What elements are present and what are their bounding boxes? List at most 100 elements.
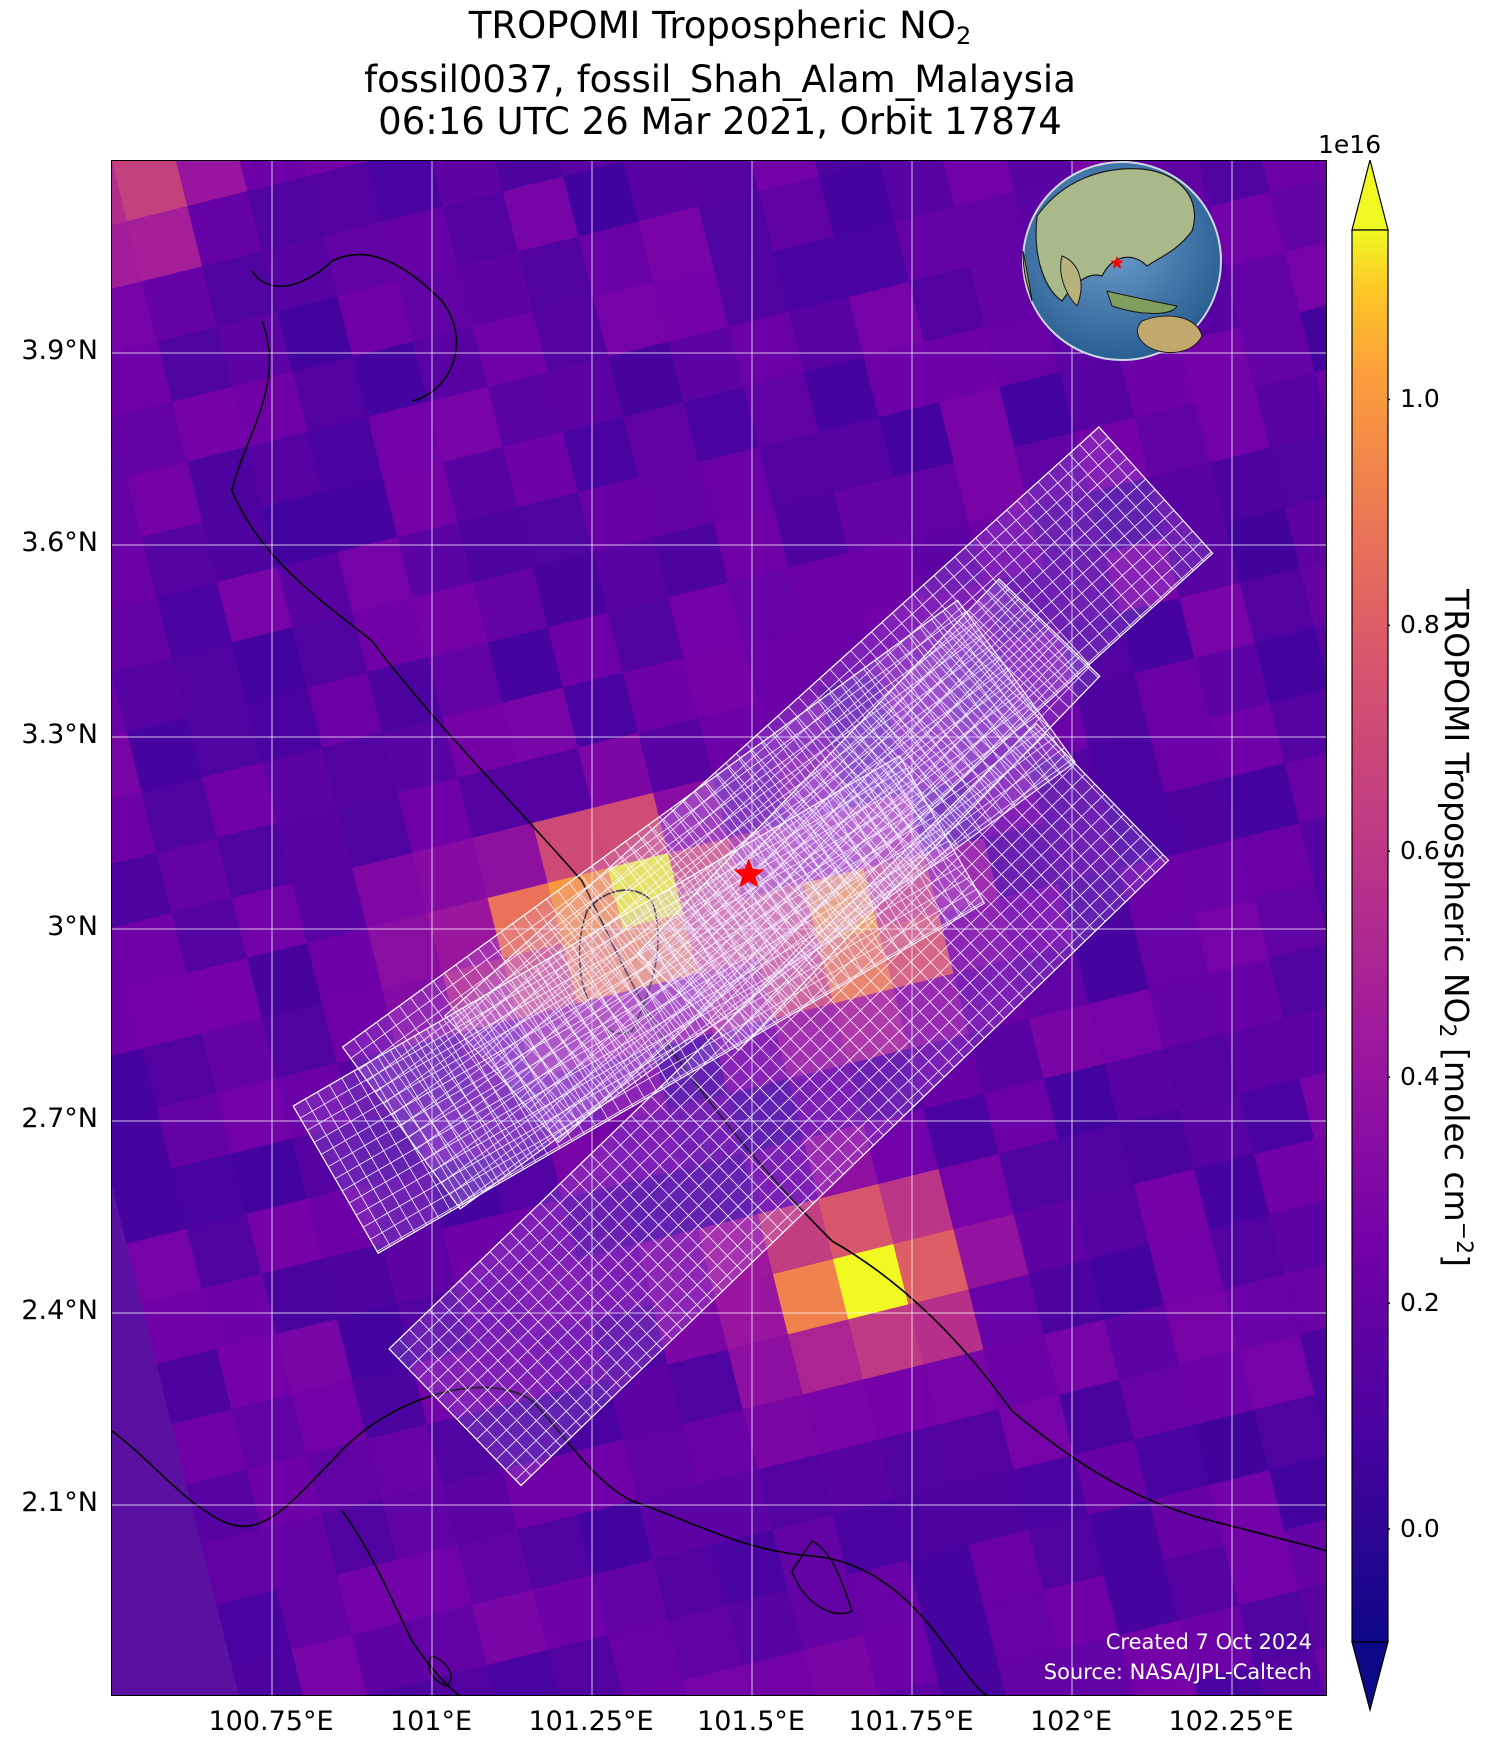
no2-pixel [1058, 1635, 1135, 1695]
no2-pixel [201, 1017, 279, 1095]
no2-pixel [953, 1213, 1030, 1291]
colorbar-tick-label: 0.4 [1400, 1062, 1440, 1092]
footprint-gridline [908, 635, 1027, 798]
footprint-gridline [367, 633, 983, 1082]
no2-pixel [727, 1334, 805, 1411]
no2-pixel [306, 1439, 384, 1516]
globe-target-marker [1110, 256, 1124, 269]
no2-pixel [112, 1047, 158, 1125]
footprint-gridline [731, 1017, 864, 1156]
footprint-gridline [751, 998, 884, 1136]
no2-pixel [247, 431, 324, 508]
footprint-gridline [882, 872, 1015, 1010]
no2-pixel [171, 1408, 248, 1486]
no2-pixel [698, 702, 775, 779]
no2-pixel [667, 1349, 744, 1426]
lat-tick-label: 3.9°N [21, 335, 98, 366]
no2-pixel [276, 1574, 353, 1651]
chart-title: TROPOMI Tropospheric NO2 [0, 4, 1440, 58]
no2-pixel [112, 476, 144, 553]
coastline-south-2 [341, 1510, 461, 1695]
no2-pixel [1103, 1559, 1180, 1637]
no2-pixel [697, 1213, 775, 1291]
footprint-gridline [313, 791, 921, 1143]
chart-subtitle-target: fossil0037, fossil_Shah_Alam_Malaysia [364, 58, 1076, 101]
footprint-gridline [982, 774, 1116, 913]
no2-pixel [112, 161, 189, 223]
no2-pixel [1178, 1349, 1256, 1426]
no2-pixel [1074, 672, 1151, 750]
no2-pixel [999, 371, 1076, 449]
no2-pixel [1208, 1469, 1286, 1547]
no2-pixel [652, 1544, 729, 1621]
no2-pixel [141, 521, 219, 599]
no2-pixel [938, 1665, 1015, 1695]
footprint-gridline [863, 668, 982, 831]
no2-pixel [712, 1273, 790, 1351]
footprint-gridline [885, 651, 1005, 815]
no2-pixel [668, 326, 745, 403]
footprint-gridline [771, 978, 905, 1117]
footprint-gridline [342, 599, 958, 1048]
no2-pixel [878, 401, 956, 479]
no2-pixel [231, 627, 309, 704]
footprint-gridline [449, 1290, 582, 1428]
no2-pixel [818, 161, 896, 238]
no2-pixel [112, 792, 158, 869]
lat-tick-label: 3.6°N [21, 527, 98, 558]
title-subscript: 2 [955, 22, 972, 50]
no2-pixel [1254, 1394, 1326, 1471]
no2-pixel [1058, 868, 1136, 945]
footprint-gridline [327, 816, 935, 1167]
no2-pixel [1163, 1289, 1241, 1366]
no2-pixel [848, 281, 926, 358]
no2-pixel [938, 386, 1016, 464]
target-marker-layer [733, 858, 764, 888]
no2-pixel [517, 1258, 594, 1336]
footprint-gridline [811, 940, 945, 1078]
footprint-gridline [610, 1134, 743, 1272]
no2-pixel [322, 732, 399, 809]
footprint-gridline [670, 1076, 804, 1214]
footprint-gridline [806, 709, 925, 872]
no2-pixel [683, 161, 760, 208]
no2-pixel [1284, 1514, 1326, 1592]
no2-pixel [156, 581, 234, 659]
no2-pixel [441, 1469, 519, 1546]
footprint-gridline [538, 530, 1193, 1121]
no2-pixel [848, 1048, 925, 1125]
no2-pixel [427, 642, 504, 719]
no2-pixel [1013, 1198, 1090, 1276]
no2-pixel [1058, 1123, 1136, 1201]
no2-pixel [547, 1634, 624, 1695]
no2-pixel [938, 1153, 1015, 1231]
footprint-gridline [466, 956, 586, 1119]
footprint-gridline [369, 888, 977, 1240]
no2-pixel [246, 1198, 324, 1275]
map-canvas: Created 7 Oct 2024 Source: NASA/JPL-Calt… [112, 161, 1326, 1695]
no2-pixel [1284, 1259, 1326, 1336]
footprint-gridline [489, 1251, 623, 1389]
no2-pixel [186, 957, 264, 1035]
footprint-gridline [376, 1022, 495, 1185]
footprint-gridline [408, 1329, 542, 1467]
no2-pixel [472, 822, 549, 900]
footprint-gridline [416, 701, 1032, 1150]
no2-pixel [848, 537, 925, 614]
footprint-gridline [510, 499, 1165, 1090]
no2-pixel [217, 311, 294, 388]
no2-pixel [231, 1138, 309, 1215]
footprint-gridline [472, 457, 1128, 1048]
no2-pixel [563, 161, 640, 238]
no2-pixel [141, 1032, 218, 1110]
no2-pixel [968, 1018, 1045, 1095]
no2-pixel [622, 657, 700, 734]
no2-pixel [968, 1529, 1045, 1607]
footprint-gridline [851, 676, 971, 839]
no2-pixel [186, 702, 264, 779]
footprint-gridline [636, 832, 755, 996]
no2-pixel [908, 266, 986, 343]
no2-pixel [231, 1649, 308, 1695]
footprint-gridline [1013, 745, 1146, 883]
lat-tick-label: 2.4°N [21, 1295, 98, 1326]
